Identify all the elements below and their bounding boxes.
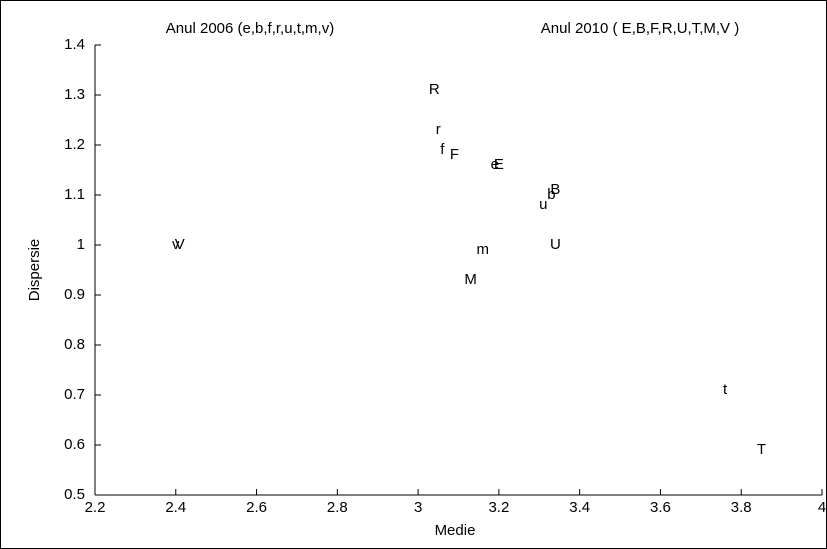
point-label: t bbox=[723, 381, 728, 398]
point-label: b bbox=[547, 186, 555, 203]
point-label: M bbox=[464, 271, 477, 288]
x-tick-label: 3.8 bbox=[731, 499, 752, 516]
point-label: B bbox=[550, 181, 560, 198]
point-label: R bbox=[429, 81, 440, 98]
point-label: U bbox=[550, 236, 561, 253]
x-tick-label: 4 bbox=[818, 499, 826, 516]
point-label: e bbox=[491, 156, 499, 173]
y-tick-label: 0.6 bbox=[64, 436, 85, 453]
x-tick-label: 3.6 bbox=[650, 499, 671, 516]
point-label: F bbox=[450, 146, 459, 163]
point-label: r bbox=[436, 121, 441, 138]
x-tick-label: 2.6 bbox=[246, 499, 267, 516]
x-axis-label: Medie bbox=[435, 522, 476, 539]
point-label: V bbox=[175, 236, 185, 253]
x-tick-label: 2.8 bbox=[327, 499, 348, 516]
x-tick-label: 3 bbox=[414, 499, 422, 516]
x-tick-label: 2.2 bbox=[85, 499, 106, 516]
y-tick-label: 0.5 bbox=[64, 486, 85, 503]
y-tick-label: 0.7 bbox=[64, 386, 85, 403]
point-label: f bbox=[440, 141, 445, 158]
annotation: Anul 2010 ( E,B,F,R,U,T,M,V ) bbox=[541, 20, 739, 37]
y-tick-label: 1.1 bbox=[64, 186, 85, 203]
x-tick-label: 2.4 bbox=[165, 499, 186, 516]
x-tick-label: 3.4 bbox=[569, 499, 590, 516]
point-label: E bbox=[494, 156, 504, 173]
y-tick-label: 1 bbox=[77, 236, 85, 253]
y-axis-label: Dispersie bbox=[26, 239, 43, 302]
annotation: Anul 2006 (e,b,f,r,u,t,m,v) bbox=[166, 20, 334, 37]
x-tick-label: 3.2 bbox=[488, 499, 509, 516]
point-label: T bbox=[757, 441, 766, 458]
y-tick-label: 1.3 bbox=[64, 86, 85, 103]
y-tick-label: 1.2 bbox=[64, 136, 85, 153]
point-label: m bbox=[476, 241, 489, 258]
y-tick-label: 1.4 bbox=[64, 36, 85, 53]
point-label: u bbox=[539, 196, 547, 213]
y-tick-label: 0.8 bbox=[64, 336, 85, 353]
point-label: v bbox=[172, 236, 180, 253]
y-tick-label: 0.9 bbox=[64, 286, 85, 303]
